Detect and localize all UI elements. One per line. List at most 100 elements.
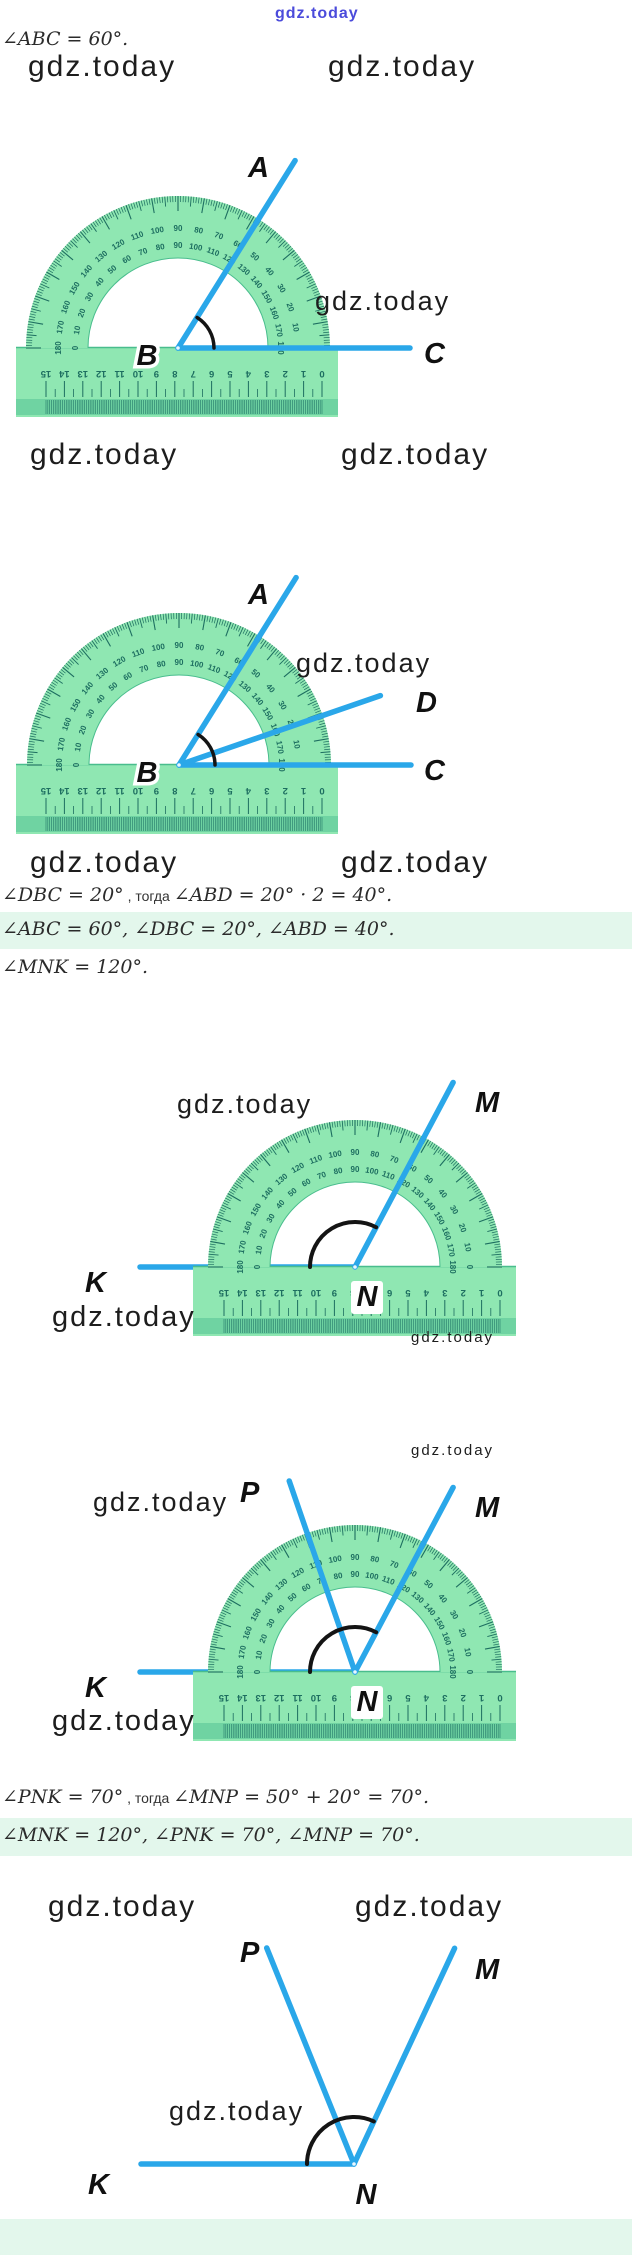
protractor-degree-tick [235, 1585, 242, 1590]
protractor-degree-tick [240, 1174, 246, 1179]
protractor-degree-tick [334, 1121, 336, 1128]
protractor-degree-tick [294, 1537, 298, 1544]
protractor-degree-tick [318, 720, 325, 723]
protractor-degree-tick [294, 1132, 298, 1139]
protractor-degree-tick [247, 633, 256, 647]
watermark: gdz.today [355, 1890, 504, 1923]
protractor-degree-tick [130, 203, 134, 210]
protractor-degree-tick [231, 1591, 237, 1596]
protractor-degree-tick [282, 242, 288, 247]
protractor-degree-tick [492, 1236, 499, 1239]
protractor-degree-tick [55, 675, 62, 680]
protractor-degree-tick [208, 199, 210, 206]
protractor-degree-tick [225, 1197, 231, 1202]
protractor-degree-tick [395, 1531, 399, 1538]
protractor-degree-tick [341, 1120, 344, 1131]
ruler-cm-number: 5 [227, 368, 233, 379]
protractor-degree-tick [306, 295, 322, 302]
protractor-degree-tick [322, 323, 329, 326]
protractor-degree-tick [478, 1216, 494, 1223]
protractor-degree-tick [223, 1604, 230, 1609]
protractor-degree-tick [265, 231, 277, 244]
protractor-degree-tick [294, 260, 303, 267]
protractor-degree-tick [29, 738, 45, 742]
protractor-degree-tick [297, 1131, 301, 1138]
protractor-degree-tick [260, 1559, 271, 1572]
ray-M [352, 1079, 456, 1270]
protractor-degree-tick [451, 1162, 460, 1171]
ruler-cm-number: 8 [172, 785, 177, 796]
protractor-degree-tick [62, 666, 75, 678]
protractor-degree-tick [457, 1166, 463, 1172]
protractor-degree-tick [293, 671, 299, 676]
protractor-outer-scale-number: 80 [370, 1554, 381, 1565]
protractor-degree-tick [80, 648, 92, 661]
protractor-degree-tick [28, 740, 35, 743]
protractor-degree-tick [233, 623, 237, 630]
protractor-degree-tick [29, 313, 36, 316]
protractor-degree-tick [34, 298, 41, 301]
ruler-cm-number: 1 [478, 1692, 484, 1703]
protractor-degree-tick [266, 648, 278, 661]
ruler-cm-number: 12 [274, 1287, 285, 1298]
protractor-degree-tick [223, 1199, 230, 1204]
protractor-degree-tick [73, 655, 78, 661]
protractor-degree-tick [311, 1531, 315, 1538]
protractor-inner-scale-number: 100 [189, 659, 204, 670]
protractor-degree-tick [66, 244, 72, 249]
protractor-degree-tick [242, 1172, 255, 1183]
protractor-degree-tick [310, 698, 316, 702]
protractor-degree-tick [320, 727, 327, 731]
protractor-degree-tick [324, 1528, 327, 1535]
protractor-body [27, 613, 331, 765]
ruler-cm-number: 1 [300, 368, 306, 379]
protractor-degree-tick [44, 693, 51, 697]
protractor-degree-tick [260, 638, 265, 645]
protractor-inner-scale-number: 0 [253, 1669, 262, 1674]
protractor-inner-scale-number: 180 [448, 1665, 457, 1679]
watermark: gdz.today [52, 1705, 196, 1737]
protractor-degree-tick [437, 1552, 442, 1559]
protractor-degree-tick [243, 212, 248, 219]
protractor-degree-tick [101, 216, 110, 230]
protractor-degree-tick [247, 1166, 253, 1172]
protractor-degree-tick [250, 1162, 259, 1171]
protractor-degree-tick [258, 1155, 263, 1161]
protractor-inner-scale-number: 100 [365, 1165, 380, 1176]
protractor-degree-tick [316, 300, 323, 304]
protractor-degree-tick [222, 203, 226, 210]
protractor-degree-tick [294, 256, 300, 261]
protractor-degree-tick [93, 638, 98, 645]
protractor-degree-tick [35, 715, 42, 718]
protractor-degree-tick [235, 624, 239, 631]
protractor-degree-tick [314, 293, 321, 297]
ruler-cm-number: 10 [133, 785, 144, 796]
protractor-degree-tick [303, 686, 310, 691]
math-text-segment: ∠ABC = 60°, ∠DBC = 20°, ∠ABD = 40°. [2, 918, 395, 940]
protractor-degree-tick [486, 1213, 493, 1217]
vertex-label-backdrop [350, 2179, 382, 2212]
protractor-degree-tick [287, 248, 293, 253]
protractor-degree-tick [395, 1126, 399, 1133]
protractor-degree-tick [381, 1527, 384, 1534]
protractor-degree-tick [314, 1125, 317, 1132]
protractor-degree-tick [283, 1138, 287, 1144]
protractor-degree-tick [44, 274, 51, 278]
protractor-degree-tick [258, 1560, 263, 1566]
ray-M [351, 1945, 458, 2167]
protractor-degree-tick [242, 1577, 255, 1588]
protractor-degree-tick [215, 1218, 222, 1222]
protractor-degree-tick [230, 622, 234, 629]
protractor-degree-tick [217, 1213, 224, 1217]
protractor-degree-tick [494, 1648, 501, 1651]
protractor-degree-tick [206, 615, 209, 622]
protractor-degree-tick [210, 199, 213, 206]
protractor-outer-scale-number: 100 [150, 225, 165, 236]
protractor-degree-tick [494, 1248, 501, 1251]
protractor-degree-tick [455, 1577, 468, 1588]
protractor-degree-tick [449, 1562, 454, 1568]
protractor-degree-tick [451, 1567, 460, 1576]
protractor-degree-tick [211, 1233, 218, 1236]
protractor-degree-tick [447, 1560, 452, 1566]
vertex-point [176, 346, 180, 350]
